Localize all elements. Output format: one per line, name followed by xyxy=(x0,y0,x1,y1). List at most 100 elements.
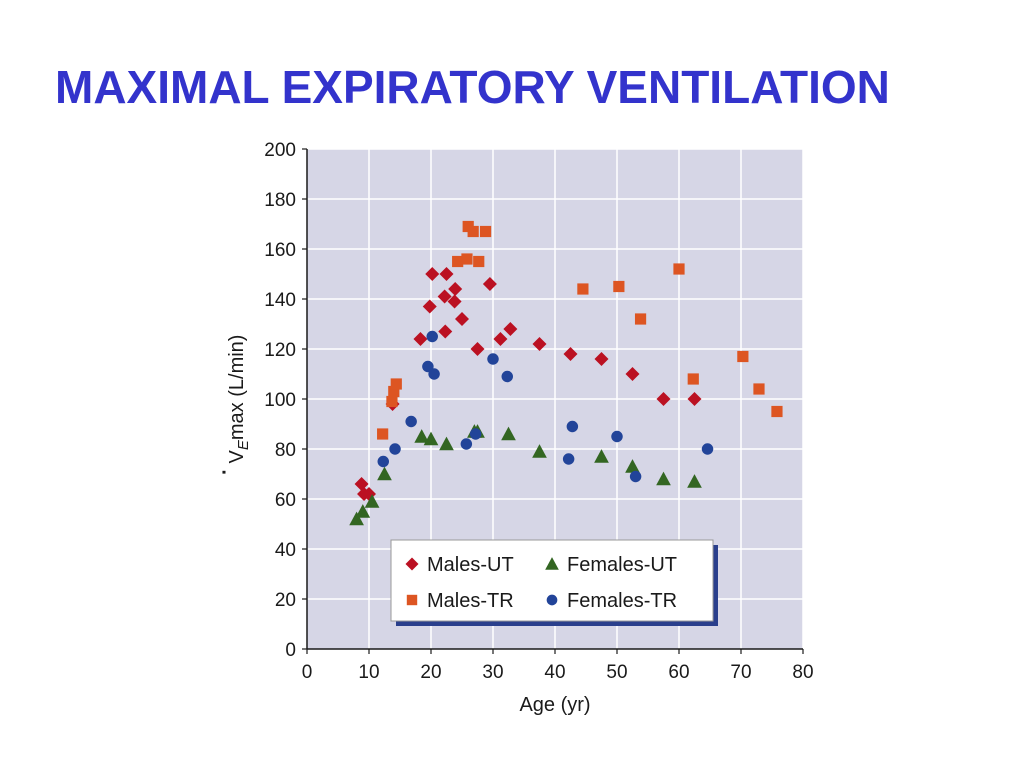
grid-lines xyxy=(307,148,804,649)
x-tick-label: 30 xyxy=(482,662,503,683)
point-males-ut xyxy=(482,277,497,291)
point-males-tr xyxy=(461,253,473,265)
point-females-ut xyxy=(355,504,371,518)
point-males-ut xyxy=(625,367,640,381)
legend-marker-females-ut xyxy=(545,557,559,570)
point-females-ut xyxy=(439,436,454,451)
point-males-tr xyxy=(386,395,398,408)
svg-text:VEmax (L/min): VEmax (L/min) xyxy=(226,335,252,464)
point-males-tr xyxy=(388,385,400,398)
point-males-ut xyxy=(447,294,462,309)
point-males-ut xyxy=(448,282,463,296)
y-tick-label: 160 xyxy=(264,240,296,261)
point-females-ut xyxy=(349,511,364,526)
point-males-ut xyxy=(455,312,469,326)
point-females-ut xyxy=(656,471,671,486)
point-females-tr xyxy=(566,420,579,433)
point-males-ut xyxy=(687,392,702,406)
legend-label-females-tr: Females-TR xyxy=(567,590,677,612)
point-males-ut xyxy=(439,267,454,281)
point-females-tr xyxy=(701,443,714,455)
point-females-ut xyxy=(625,459,640,473)
y-tick-label: 0 xyxy=(285,640,296,661)
point-females-ut xyxy=(532,444,547,458)
point-males-tr xyxy=(473,255,485,268)
legend-label-females-ut: Females-UT xyxy=(567,554,677,576)
legend-label-males-tr: Males-TR xyxy=(427,590,514,612)
point-females-tr xyxy=(405,415,417,428)
y-axis-title-dot: · xyxy=(214,468,236,475)
x-axis-title: Age (yr) xyxy=(519,694,590,716)
point-males-tr xyxy=(613,280,625,293)
point-females-ut xyxy=(594,449,609,463)
point-females-ut xyxy=(414,429,430,443)
point-males-ut xyxy=(503,322,518,336)
point-males-ut xyxy=(413,332,428,346)
point-males-ut xyxy=(437,289,452,304)
x-tick-label: 40 xyxy=(544,662,565,683)
point-females-ut xyxy=(687,474,702,488)
x-tick-label: 0 xyxy=(302,662,313,683)
point-males-ut xyxy=(532,337,547,351)
y-axis-title-rest: max (L/min) xyxy=(226,335,248,441)
point-males-tr xyxy=(737,350,749,363)
point-males-ut xyxy=(493,332,508,346)
point-males-tr xyxy=(452,255,464,268)
point-males-tr xyxy=(479,225,492,238)
y-tick-labels: 0 20 40 60 80 100 120 140 160 180 200 xyxy=(264,140,307,661)
y-axis-title: VEmax (L/min) · xyxy=(214,335,252,475)
point-males-ut xyxy=(425,267,440,281)
y-tick-label: 20 xyxy=(275,590,296,611)
point-males-tr xyxy=(771,405,783,418)
point-females-tr xyxy=(562,453,575,465)
point-males-tr xyxy=(634,313,647,325)
point-males-tr xyxy=(687,373,699,385)
x-tick-labels: 0 10 20 30 40 50 60 70 80 xyxy=(302,649,814,683)
point-females-tr xyxy=(426,330,438,343)
legend-marker-males-tr xyxy=(406,594,418,606)
point-females-ut xyxy=(377,466,392,481)
x-tick-label: 10 xyxy=(358,662,379,683)
point-males-tr xyxy=(577,283,589,295)
point-males-ut xyxy=(438,324,453,339)
point-males-ut xyxy=(594,352,609,366)
y-tick-label: 180 xyxy=(264,190,296,211)
slide-title: MAXIMAL EXPIRATORY VENTILATION xyxy=(55,61,890,113)
y-tick-label: 40 xyxy=(275,540,296,561)
x-tick-label: 80 xyxy=(792,662,813,683)
point-males-tr xyxy=(377,428,389,440)
point-females-ut xyxy=(364,494,380,508)
point-males-tr xyxy=(467,225,479,238)
y-tick-label: 200 xyxy=(264,140,296,161)
legend-label-males-ut: Males-UT xyxy=(427,554,514,576)
point-males-tr xyxy=(673,263,685,275)
y-axis-title-sub: E xyxy=(235,439,252,450)
y-tick-label: 100 xyxy=(264,390,296,411)
point-males-ut xyxy=(470,342,485,356)
x-tick-label: 50 xyxy=(606,662,627,683)
point-females-tr xyxy=(377,455,390,468)
legend-marker-males-ut xyxy=(405,557,419,571)
point-females-tr xyxy=(460,438,473,450)
point-females-tr xyxy=(611,430,623,443)
point-males-tr xyxy=(390,378,402,390)
legend: Males-UT Females-UT Males-TR Females-TR xyxy=(390,539,718,626)
point-females-ut xyxy=(423,431,439,446)
y-tick-label: 120 xyxy=(264,340,296,361)
y-tick-label: 80 xyxy=(275,440,296,461)
point-females-ut xyxy=(501,426,516,441)
point-females-tr xyxy=(428,368,440,380)
point-females-tr xyxy=(469,428,482,440)
data-points xyxy=(349,220,783,526)
legend-marker-females-tr xyxy=(546,594,558,606)
point-males-ut xyxy=(656,392,671,406)
point-males-tr xyxy=(753,383,765,395)
x-tick-label: 70 xyxy=(730,662,751,683)
y-tick-label: 60 xyxy=(275,490,296,511)
x-tick-label: 60 xyxy=(668,662,689,683)
point-males-ut xyxy=(563,347,578,361)
y-tick-label: 140 xyxy=(264,290,296,311)
point-males-ut xyxy=(422,299,437,314)
point-females-tr xyxy=(487,353,499,365)
